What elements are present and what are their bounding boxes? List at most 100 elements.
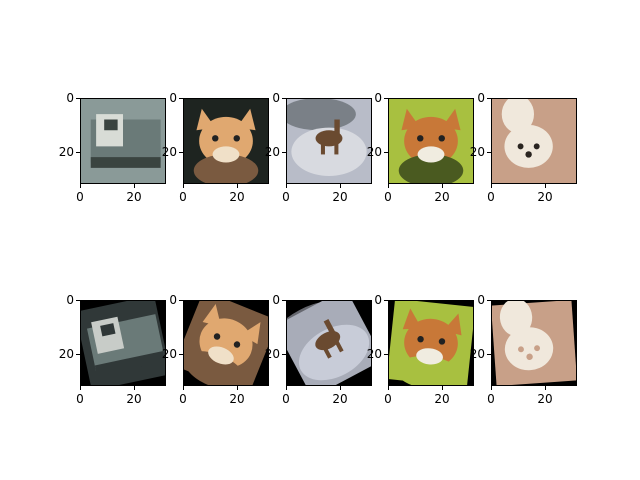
dog-body	[499, 300, 533, 337]
y-tick	[384, 152, 388, 153]
y-tick-label: 0	[66, 293, 74, 307]
x-tick-label: 0	[282, 392, 290, 406]
deer-image	[286, 98, 372, 184]
x-tick	[237, 184, 238, 188]
dog-image	[491, 300, 577, 386]
dog-head	[504, 124, 553, 168]
y-tick-label: 20	[469, 347, 485, 361]
deer-leg-back	[334, 141, 339, 155]
y-tick	[384, 354, 388, 355]
truck-wheels	[94, 350, 166, 376]
cat-eye-right	[438, 135, 445, 142]
x-tick-label: 20	[537, 190, 553, 204]
dog-body	[501, 98, 534, 133]
cat-muzzle	[416, 348, 443, 365]
cat-image	[388, 300, 474, 386]
augmented-image-content	[491, 300, 577, 386]
y-tick	[179, 354, 183, 355]
cat-eye-right	[438, 338, 446, 345]
x-tick	[80, 386, 81, 390]
x-tick	[388, 184, 389, 188]
y-tick-label: 0	[169, 91, 177, 105]
dog-eye-right	[534, 345, 541, 352]
x-tick-label: 0	[179, 392, 187, 406]
y-tick	[76, 354, 80, 355]
x-tick	[286, 386, 287, 390]
y-tick-label: 0	[66, 91, 74, 105]
cat-eye-left	[417, 135, 424, 142]
y-tick	[282, 354, 286, 355]
image-panel: 0 0 20 20	[470, 294, 577, 405]
dog-eye-right	[533, 143, 540, 150]
dog-eye-left	[517, 143, 524, 150]
y-tick	[282, 98, 286, 99]
x-tick-label: 0	[487, 392, 495, 406]
dog-nose	[526, 353, 533, 361]
cat-muzzle	[208, 346, 234, 365]
x-tick-label: 20	[229, 190, 245, 204]
cat-eye-right	[233, 135, 240, 142]
x-tick-label: 20	[537, 392, 553, 406]
x-tick	[134, 184, 135, 188]
y-tick	[384, 300, 388, 301]
x-tick	[286, 184, 287, 188]
image-panel: 0 0 20 20	[59, 294, 166, 405]
y-tick-label: 20	[161, 347, 177, 361]
cat-body	[395, 356, 461, 386]
y-tick-label: 20	[264, 145, 280, 159]
deer-neck	[323, 318, 338, 339]
x-tick-label: 20	[434, 190, 450, 204]
cat-body	[193, 154, 259, 184]
truck-wheels	[90, 157, 161, 168]
deer-neck	[334, 119, 340, 139]
y-tick-label: 0	[272, 91, 280, 105]
image-panel: 0 0 20 20	[367, 92, 474, 203]
deer-snow	[291, 127, 367, 176]
augmented-image-content	[388, 300, 474, 386]
y-tick	[487, 152, 491, 153]
augmented-image-content	[80, 300, 166, 386]
deer-shadow	[286, 301, 341, 348]
image-panel: 0 0 20 20	[265, 294, 372, 405]
x-tick-label: 20	[229, 392, 245, 406]
x-tick	[134, 386, 135, 390]
x-tick-label: 0	[76, 190, 84, 204]
x-tick	[237, 386, 238, 390]
x-tick-label: 0	[282, 190, 290, 204]
cat-image	[388, 98, 474, 184]
y-tick-label: 0	[169, 293, 177, 307]
truck-image	[80, 98, 166, 184]
y-tick	[487, 354, 491, 355]
x-tick-label: 0	[384, 190, 392, 204]
image-panel: 0 0 20 20	[470, 92, 577, 203]
y-tick-label: 0	[272, 293, 280, 307]
x-tick	[491, 386, 492, 390]
cat-muzzle	[212, 146, 240, 163]
x-tick	[183, 386, 184, 390]
y-tick	[282, 300, 286, 301]
y-tick-label: 20	[366, 347, 382, 361]
y-tick-label: 20	[161, 145, 177, 159]
y-tick	[384, 98, 388, 99]
dog-eye-left	[518, 346, 524, 353]
y-tick-label: 20	[264, 347, 280, 361]
y-tick-label: 20	[58, 145, 74, 159]
deer-leg-front	[320, 141, 325, 155]
truck-image	[80, 300, 166, 386]
y-tick	[76, 98, 80, 99]
image-panel: 0 0 20 20	[265, 92, 372, 203]
y-tick	[179, 98, 183, 99]
cat-eye-left	[213, 333, 221, 340]
x-tick	[183, 184, 184, 188]
x-tick	[80, 184, 81, 188]
x-tick	[545, 386, 546, 390]
x-tick-label: 20	[332, 190, 348, 204]
cat-body	[398, 154, 464, 184]
dog-head	[504, 327, 554, 371]
cat-eye-left	[212, 135, 219, 142]
deer-image	[286, 300, 372, 386]
cat-image	[183, 300, 269, 386]
cat-ear-right	[241, 322, 261, 345]
cat-head	[404, 116, 458, 166]
